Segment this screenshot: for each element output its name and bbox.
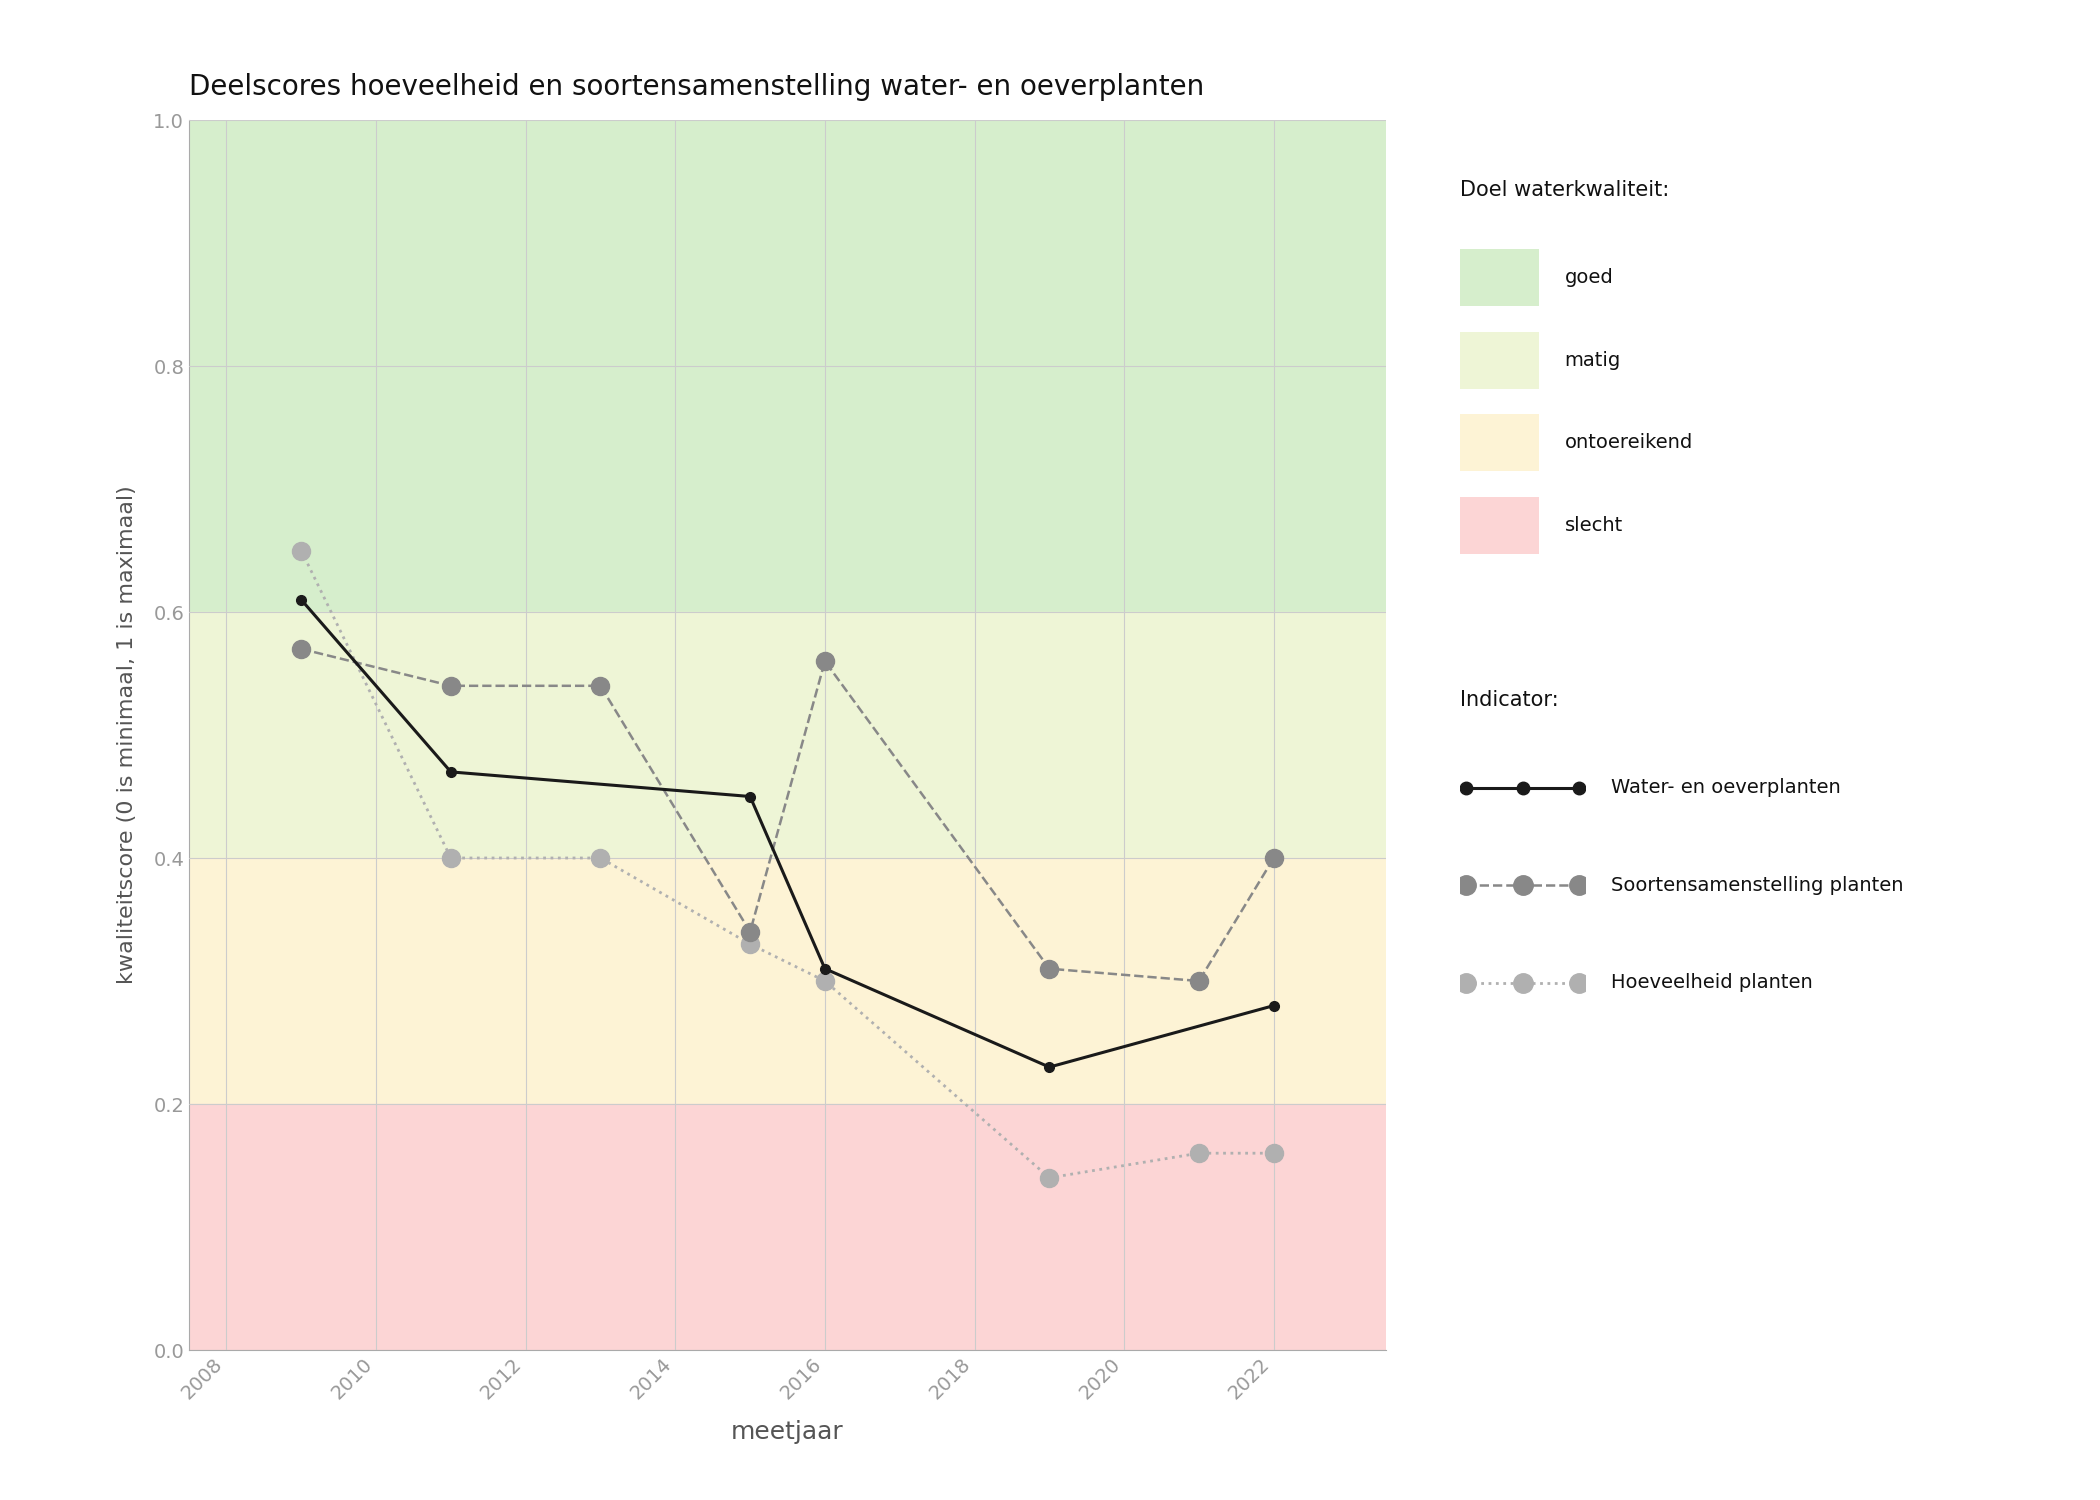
Bar xyxy=(189,1104,1386,1350)
Bar xyxy=(189,612,1386,858)
Y-axis label: kwaliteitscore (0 is minimaal, 1 is maximaal): kwaliteitscore (0 is minimaal, 1 is maxi… xyxy=(118,486,136,984)
X-axis label: meetjaar: meetjaar xyxy=(731,1420,844,1444)
Bar xyxy=(189,858,1386,1104)
Text: goed: goed xyxy=(1564,268,1613,286)
Text: Hoeveelheid planten: Hoeveelheid planten xyxy=(1611,974,1812,992)
Text: ontoereikend: ontoereikend xyxy=(1564,433,1693,451)
Text: slecht: slecht xyxy=(1564,516,1623,534)
Text: Deelscores hoeveelheid en soortensamenstelling water- en oeverplanten: Deelscores hoeveelheid en soortensamenst… xyxy=(189,74,1203,100)
Bar xyxy=(189,120,1386,612)
Text: Water- en oeverplanten: Water- en oeverplanten xyxy=(1611,778,1840,796)
Text: Soortensamenstelling planten: Soortensamenstelling planten xyxy=(1611,876,1903,894)
Text: Indicator:: Indicator: xyxy=(1460,690,1558,709)
Text: matig: matig xyxy=(1564,351,1621,369)
Text: Doel waterkwaliteit:: Doel waterkwaliteit: xyxy=(1460,180,1670,200)
